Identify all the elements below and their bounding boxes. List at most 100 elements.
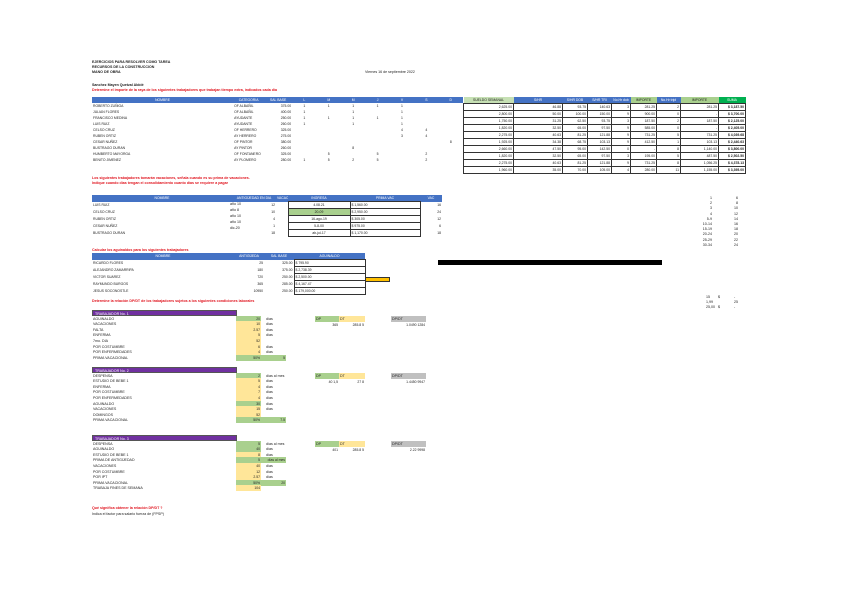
value-cell: 1,155.00 — [680, 166, 719, 174]
value-cell: 3 — [611, 117, 631, 125]
day-cell: 5 — [376, 158, 379, 162]
column-header: NOMBRE — [92, 195, 232, 202]
law-days: 22 — [734, 237, 738, 242]
value-cell: 35.00 — [513, 166, 563, 174]
law-years: 10-14 — [702, 222, 712, 226]
law-days: 24 — [734, 242, 738, 247]
law-years: 1 — [710, 196, 712, 200]
value-cell: 5 — [656, 131, 681, 139]
salary-cell: 250.00 — [280, 116, 292, 120]
concept-value: 30 — [236, 400, 261, 407]
concept-value: 15 — [236, 406, 261, 413]
value-cell: 103.13 — [680, 138, 719, 146]
name-cell: RICARDO FLORES — [93, 261, 124, 265]
instruction: Determine el importe de la raya de los s… — [92, 88, 277, 92]
day-cell: 4 — [401, 128, 403, 132]
value-cell: 40.63 — [513, 159, 563, 167]
vacation-bonus-cell: $ 1,560.00 — [349, 201, 421, 209]
vacation-bonus-cell: $ 975.00 — [349, 222, 421, 230]
concept-unit: 20 — [261, 479, 286, 486]
day-cell: 1 — [352, 110, 355, 114]
salary-cell: 250.00 — [282, 275, 293, 279]
concept-value: 2.57 — [236, 326, 261, 333]
salary-cell: 325.00 — [282, 261, 293, 265]
law-years: 25-29 — [702, 237, 712, 242]
name-cell: RUBEN ORTIZ — [93, 134, 116, 138]
table-row: CESAR NUÑEZ OF PINTOR 380.00 8 — [92, 139, 463, 145]
footer-answer: Indica el factor para salario fuerza de … — [92, 512, 164, 516]
concept-value: 6 — [236, 343, 261, 350]
vacation-instruction-2: Indique cuando días tengan el consolidam… — [92, 181, 228, 185]
name-cell: FRANCISCO MEDINA — [93, 116, 128, 120]
law-days: 6 — [736, 196, 738, 200]
tenure-text: año 10 — [230, 214, 241, 218]
day-cell: 1 — [352, 104, 355, 108]
value-cell: 105.00 — [587, 166, 612, 174]
table-row: 1,820.00 32.50 65.00 97.50 3 195.00 5 487.50 $ 2… — [463, 152, 746, 160]
name-cell: LUIS RUIZ — [93, 203, 110, 207]
value-cell: 281.25 — [630, 103, 657, 111]
column-header: S/HR DOB — [562, 97, 588, 104]
concept-label: POR COSTUMBRE — [93, 390, 125, 395]
vacation-bonus-cell: $ 305.00 — [349, 215, 421, 223]
law-days: 20 — [734, 232, 738, 237]
day-cell: 1 — [401, 104, 403, 108]
concept-label: PRIMA VACACIONAL — [93, 355, 129, 360]
salary-cell: 325.00 — [280, 128, 292, 132]
value-cell: 34.38 — [513, 138, 563, 146]
concept-value: 50% — [236, 417, 261, 424]
day-cell: 1 — [327, 116, 330, 120]
name-cell: ALEJANDRO ZAMARRIPA — [93, 268, 134, 272]
value-cell: - — [630, 145, 657, 153]
concept-value: 2 — [236, 372, 261, 379]
table-row: 2,660.00 47.50 95.00 142.50 0-8 1,140.00 $ 3,8… — [463, 145, 746, 153]
value-cell: 281.25 — [680, 103, 719, 111]
column-header: ANTIGÜEDA — [234, 253, 264, 260]
value-cell: 187.50 — [630, 117, 657, 125]
dpdt-ratio-header: DP/DT — [391, 373, 426, 379]
dpdt-dp-header: DP — [315, 441, 339, 447]
concept-value: 5 — [236, 440, 261, 447]
category-cell: OF PINTOR — [234, 140, 253, 144]
name-cell: CELSO CRUZ — [93, 210, 115, 214]
concept-label: VACACIONES — [93, 463, 117, 468]
value-cell: 731.25 — [630, 131, 657, 139]
column-header: NOMBRE — [92, 97, 234, 103]
vacation-instruction-1: Los siguientes trabajadores tomarán vaca… — [92, 176, 250, 180]
dpdt-ratio-value: 1.0490 1284 — [406, 323, 425, 327]
value-cell: $ 3,187.50 — [718, 103, 746, 111]
aguinaldo-cell: $ 4,167.47 — [293, 280, 366, 288]
salary-cell: 260.00 — [280, 122, 292, 126]
dpdt-ratio-header: DP/DT — [391, 441, 426, 447]
value-cell: 0 — [656, 124, 681, 132]
column-header: S/HR — [513, 97, 563, 104]
value-cell: 81.25 — [562, 159, 588, 167]
concept-value: 20 — [236, 315, 261, 322]
black-bar — [438, 260, 662, 265]
law-years: 2 — [710, 201, 712, 206]
value-cell: 97.50 — [587, 152, 612, 160]
concept-unit: días — [266, 452, 273, 457]
concept-unit: días — [266, 401, 273, 406]
dpdt-dt-header: DT — [339, 373, 365, 379]
aguinaldo-table: NOMBRE ANTIGÜEDA SAL BASE AGUINALDO RICARDO … — [92, 253, 366, 295]
day-cell: 5 — [376, 152, 379, 156]
concept-label: VACACIONES — [93, 322, 117, 327]
hire-date-cell: 4.08.21 — [287, 201, 351, 209]
spacer-cell — [276, 223, 288, 230]
highlight-cell[interactable] — [365, 277, 390, 282]
value-cell: 1,820.00 — [463, 152, 514, 160]
category-cell: AYUDANTE — [234, 122, 253, 126]
value-cell: 8 — [656, 159, 681, 167]
concept-label: DOMINGOS — [93, 412, 113, 417]
category-cell: OF ALBAÑIL — [234, 104, 254, 108]
concept-label: PRIMA VACACIONAL — [93, 480, 129, 485]
table-row: CELSO CRUZ OF HERRERO 325.00 4 4 — [92, 127, 463, 133]
side-value: $ — [718, 295, 720, 299]
column-header: CATEGORIA — [233, 97, 265, 103]
day-cell: 2 — [425, 152, 428, 156]
payroll-table: NOMBRE CATEGORIA SAL BASE L M M J V S D ROBERTO ZU… — [92, 97, 463, 163]
value-cell: $ 4,039.68 — [718, 131, 746, 139]
value-cell: 9 — [611, 131, 631, 139]
value-cell: 93.75 — [562, 103, 588, 111]
